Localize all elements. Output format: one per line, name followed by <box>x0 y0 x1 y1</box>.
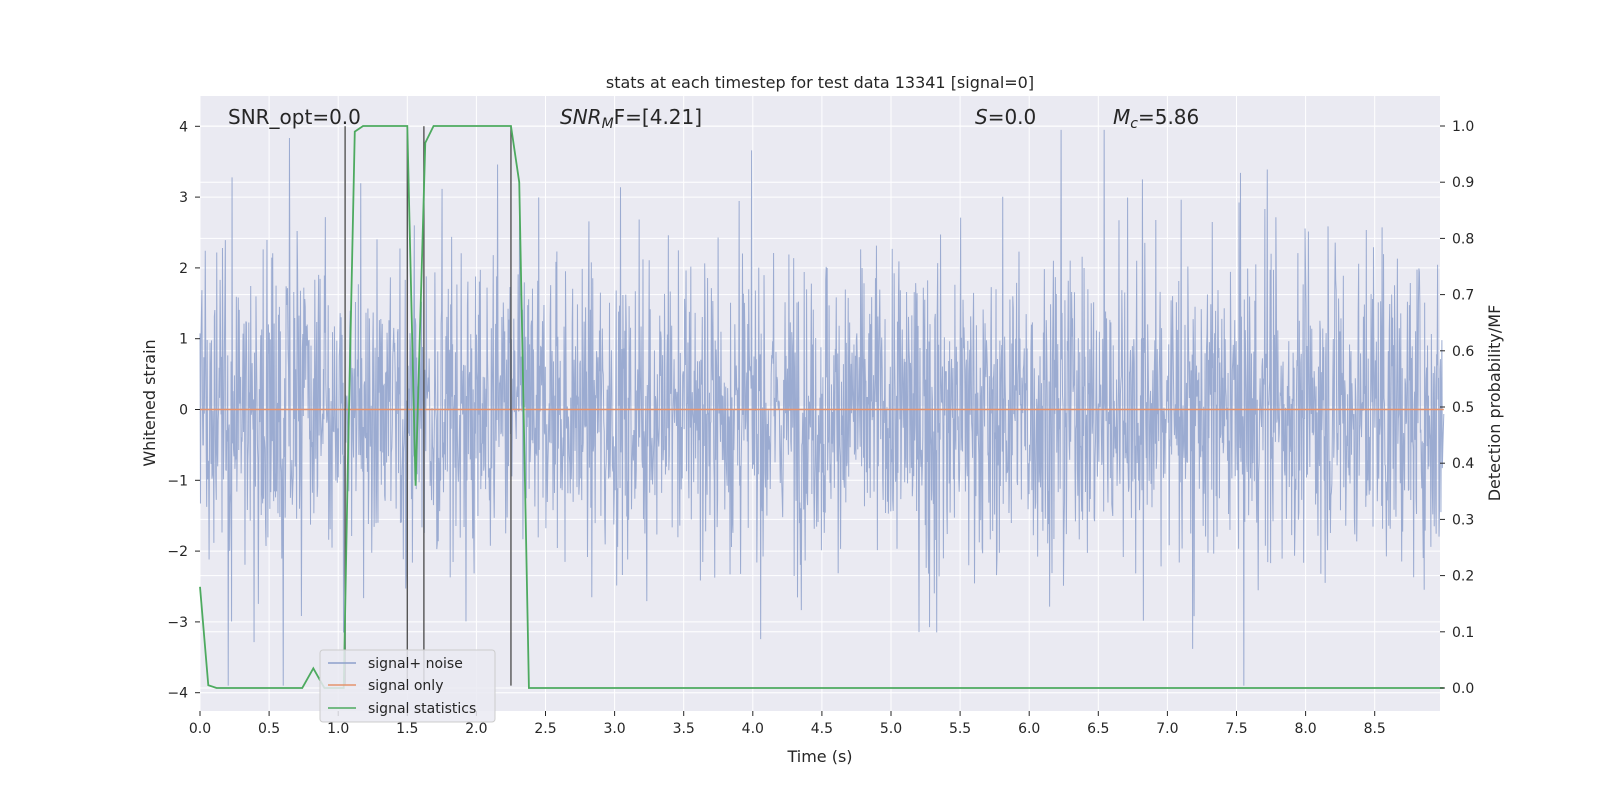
annotation-mc-value: =5.86 <box>1138 105 1199 129</box>
y2-tick-label: 0.4 <box>1452 456 1474 472</box>
annotation-mc-symbol: M <box>1113 105 1130 129</box>
annotation-mc: Mc=5.86 <box>1113 105 1199 132</box>
y-axis-label: Whitened strain <box>140 339 159 466</box>
y-tick-label: 1 <box>179 332 188 348</box>
y-tick-label: 3 <box>179 190 188 206</box>
x-tick-label: 4.5 <box>811 721 833 737</box>
y-axis-ticks: 4 3 2 1 0 −1 −2 −3 −4 <box>167 119 200 702</box>
x-tick-label: 5.0 <box>880 721 902 737</box>
x-tick-label: 6.5 <box>1087 721 1109 737</box>
x-tick-label: 3.5 <box>673 721 695 737</box>
x-tick-label: 5.5 <box>949 721 971 737</box>
x-tick-label: 2.0 <box>465 721 487 737</box>
y2-tick-label: 0.8 <box>1452 231 1474 247</box>
y2-tick-label: 0.0 <box>1452 681 1474 697</box>
x-tick-label: 4.0 <box>742 721 764 737</box>
annotation-s-value: =0.0 <box>988 105 1037 129</box>
chart-title: stats at each timestep for test data 133… <box>606 73 1034 92</box>
y2-tick-label: 0.5 <box>1452 400 1474 416</box>
legend-label-signal-statistics: signal statistics <box>368 701 476 717</box>
y-tick-label: 0 <box>179 403 188 419</box>
y-tick-label: 4 <box>179 119 188 135</box>
y-tick-label: −3 <box>167 615 188 631</box>
x-tick-label: 8.0 <box>1294 721 1316 737</box>
annotation-s: S=0.0 <box>975 105 1036 129</box>
x-axis-label: Time (s) <box>786 747 852 766</box>
y2-axis-ticks: 1.0 0.9 0.8 0.7 0.6 0.5 0.4 0.3 0.2 0.1 0.0 <box>1440 119 1474 697</box>
x-tick-label: 1.5 <box>396 721 418 737</box>
annotation-mc-subscript: c <box>1130 116 1138 132</box>
legend-label-signal-only: signal only <box>368 678 443 694</box>
x-tick-label: 0.0 <box>189 721 211 737</box>
y2-axis-label: Detection probability/MF <box>1485 305 1504 502</box>
x-tick-label: 2.5 <box>534 721 556 737</box>
annotation-s-symbol: S <box>975 105 988 129</box>
legend: signal+ noise signal only signal statist… <box>319 649 496 723</box>
y2-tick-label: 0.6 <box>1452 344 1474 360</box>
y2-tick-label: 0.9 <box>1452 175 1474 191</box>
y2-tick-label: 0.1 <box>1452 625 1474 641</box>
y2-tick-label: 0.7 <box>1452 288 1474 304</box>
x-tick-label: 7.0 <box>1156 721 1178 737</box>
x-axis-ticks: 0.0 0.5 1.0 1.5 2.0 2.5 3.0 3.5 4.0 4.5 5.0 5.5 6.0 6… <box>189 711 1386 737</box>
x-tick-label: 8.5 <box>1364 721 1386 737</box>
annotation-snr-mf-value: F=[4.21] <box>614 105 702 129</box>
y-tick-label: −2 <box>167 544 188 560</box>
series-line-signal-statistics <box>199 125 1444 689</box>
x-tick-label: 7.5 <box>1225 721 1247 737</box>
legend-box <box>319 649 496 723</box>
x-tick-label: 0.5 <box>258 721 280 737</box>
annotation-snr-mf-subscript: M <box>602 116 614 132</box>
x-tick-label: 1.0 <box>327 721 349 737</box>
x-tick-label: 6.0 <box>1018 721 1040 737</box>
x-tick-label: 3.0 <box>603 721 625 737</box>
y2-tick-label: 0.2 <box>1452 569 1474 585</box>
y-tick-label: −4 <box>167 686 188 702</box>
y2-tick-label: 0.3 <box>1452 512 1474 528</box>
y2-tick-label: 1.0 <box>1452 119 1474 135</box>
annotation-snr-opt: SNR_opt=0.0 <box>228 105 361 129</box>
series-signal-statistics <box>199 125 1444 689</box>
y-tick-label: −1 <box>167 473 188 489</box>
annotation-snr-mf: SNRMF=[4.21] <box>560 105 702 132</box>
legend-label-signal-noise: signal+ noise <box>368 656 463 672</box>
annotation-snr-mf-symbol: SNR <box>560 105 602 129</box>
y-tick-label: 2 <box>179 261 188 277</box>
